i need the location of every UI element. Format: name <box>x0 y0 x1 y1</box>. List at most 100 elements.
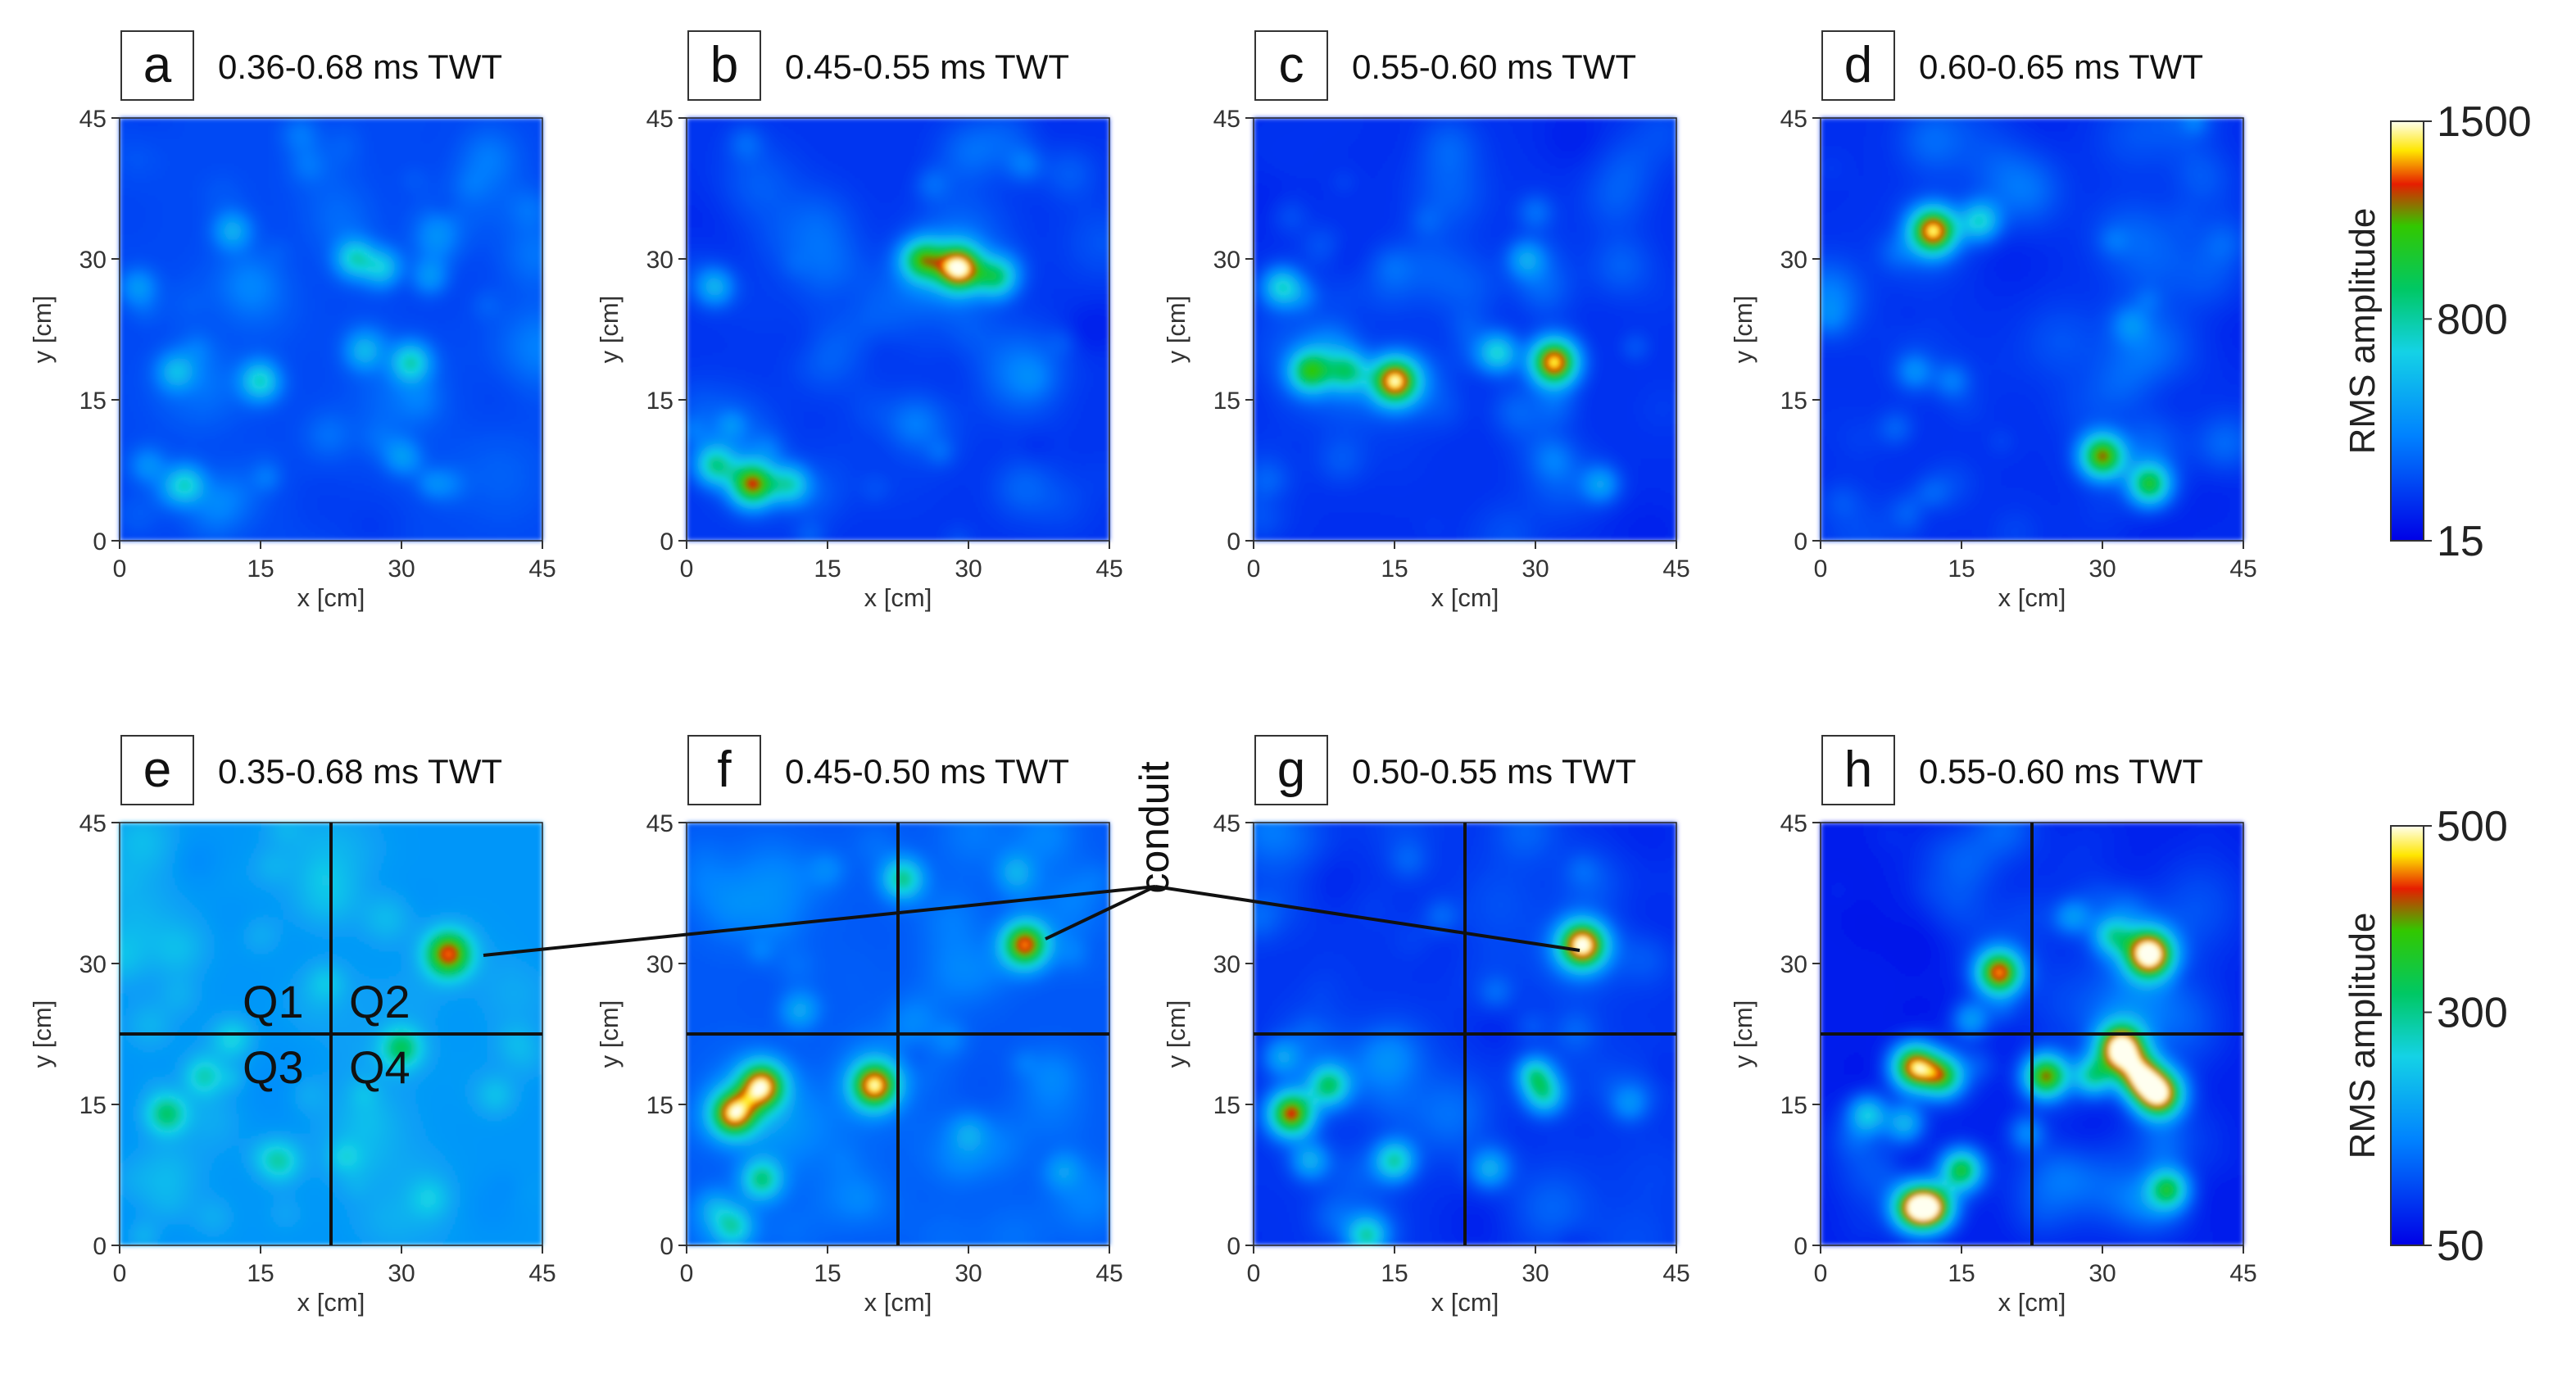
y-tick-label-b-15: 15 <box>646 388 673 415</box>
x-tick-label-g-0: 0 <box>1247 1260 1261 1287</box>
panel-c: 00 15 15 30 30 45 45 x [cm] y [cm] c 0.55-0.60 ms … <box>1162 30 1690 612</box>
conduit-leader-line-1 <box>483 885 1156 957</box>
panel-title-f: 0.45-0.50 ms TWT <box>785 752 1069 791</box>
x-tick-label-b-30: 30 <box>955 555 982 583</box>
colorbar-tick-label-2-500: 500 <box>2437 803 2508 850</box>
x-tick-label-e-30: 30 <box>388 1260 415 1287</box>
y-tick-label-d-30: 30 <box>1780 247 1807 274</box>
x-axis-label-c: x [cm] <box>1431 583 1499 612</box>
colorbar-tick-label-2-50: 50 <box>2437 1222 2484 1270</box>
y-axis-label-h: y [cm] <box>1729 1000 1757 1068</box>
x-tick-label-d-30: 30 <box>2088 555 2116 583</box>
panel-title-e: 0.35-0.68 ms TWT <box>218 752 502 791</box>
colorbar-tick-label-2-300: 300 <box>2437 990 2508 1037</box>
y-axis-label-a: y [cm] <box>28 296 57 364</box>
x-tick-label-a-0: 0 <box>113 555 127 583</box>
x-tick-label-e-15: 15 <box>247 1260 274 1287</box>
x-axis-label-d: x [cm] <box>1998 583 2066 612</box>
y-tick-label-g-30: 30 <box>1213 951 1240 978</box>
x-tick-label-e-45: 45 <box>528 1260 556 1287</box>
colorbar-1: 1500 800 15 RMS amplitude <box>2342 98 2532 565</box>
y-tick-label-d-45: 45 <box>1780 106 1807 133</box>
x-tick-label-a-15: 15 <box>247 555 274 583</box>
x-axis-label-g: x [cm] <box>1431 1288 1499 1317</box>
panel-letter-box-b <box>687 30 761 101</box>
x-tick-label-d-0: 0 <box>1814 555 1828 583</box>
x-tick-label-g-30: 30 <box>1522 1260 1549 1287</box>
x-tick-label-h-30: 30 <box>2088 1260 2116 1287</box>
panel-g: 00 15 15 30 30 45 45 x [cm] y [cm] g 0.50-0.55 ms … <box>1162 735 1690 1317</box>
panel-f: 00 15 15 30 30 45 45 x [cm] y [cm] f 0.45-0.50 ms … <box>595 735 1123 1317</box>
x-tick-label-b-45: 45 <box>1095 555 1122 583</box>
panel-e: 00 15 15 30 30 45 45 x [cm] y [cm] e 0.35-0.68 ms … <box>28 735 556 1317</box>
colorbar-tick-label-1-800: 800 <box>2437 296 2508 343</box>
x-axis-label-h: x [cm] <box>1998 1288 2066 1317</box>
y-tick-label-f-15: 15 <box>646 1092 673 1119</box>
panel-letter-d: d <box>1844 37 1872 93</box>
plot-frame-d <box>1820 117 2244 542</box>
heatmap-image-a <box>120 118 542 541</box>
x-tick-label-b-0: 0 <box>680 555 694 583</box>
y-tick-label-g-0: 0 <box>1227 1233 1240 1260</box>
panel-title-d: 0.60-0.65 ms TWT <box>1919 48 2203 86</box>
plot-frame-c <box>1253 117 1677 542</box>
quadrant-label-q4: Q4 <box>349 1041 410 1093</box>
y-axis-label-d: y [cm] <box>1729 296 1757 364</box>
y-tick-label-f-0: 0 <box>660 1233 673 1260</box>
colorbar-gradient-1 <box>2390 120 2424 542</box>
y-tick-label-a-45: 45 <box>79 106 107 133</box>
panel-letter-h: h <box>1844 741 1872 798</box>
y-tick-label-e-15: 15 <box>79 1092 107 1119</box>
x-tick-label-h-15: 15 <box>1948 1260 1975 1287</box>
panel-letter-c: c <box>1279 37 1304 93</box>
y-axis-label-b: y [cm] <box>595 296 624 364</box>
y-tick-label-h-45: 45 <box>1780 810 1807 837</box>
panel-title-a: 0.36-0.68 ms TWT <box>218 48 502 86</box>
panel-letter-box-g <box>1254 735 1328 805</box>
y-tick-label-c-45: 45 <box>1213 106 1240 133</box>
conduit-leader-line-2 <box>1045 885 1156 941</box>
y-tick-label-g-45: 45 <box>1213 810 1240 837</box>
x-tick-label-b-15: 15 <box>814 555 841 583</box>
conduit-leader-line-3 <box>1154 885 1581 952</box>
y-tick-label-b-30: 30 <box>646 247 673 274</box>
quadrant-label-q1: Q1 <box>243 976 304 1027</box>
colorbar-gradient-2 <box>2390 825 2424 1246</box>
panel-title-c: 0.55-0.60 ms TWT <box>1352 48 1636 86</box>
y-tick-label-d-15: 15 <box>1780 388 1807 415</box>
heatmap-image-c <box>1254 118 1676 541</box>
y-tick-label-a-15: 15 <box>79 388 107 415</box>
x-axis-label-e: x [cm] <box>297 1288 365 1317</box>
y-axis-label-e: y [cm] <box>28 1000 57 1068</box>
x-axis-label-a: x [cm] <box>297 583 365 612</box>
x-tick-label-f-0: 0 <box>680 1260 694 1287</box>
y-tick-label-g-15: 15 <box>1213 1092 1240 1119</box>
y-tick-label-c-0: 0 <box>1227 528 1240 555</box>
quadrant-label-q3: Q3 <box>243 1041 304 1093</box>
colorbar-tick-label-1-1500: 1500 <box>2437 98 2532 146</box>
y-tick-label-d-0: 0 <box>1794 528 1807 555</box>
x-tick-label-a-45: 45 <box>528 555 556 583</box>
y-tick-label-f-45: 45 <box>646 810 673 837</box>
x-tick-label-f-15: 15 <box>814 1260 841 1287</box>
panel-letter-f: f <box>717 741 732 798</box>
x-tick-label-h-0: 0 <box>1814 1260 1828 1287</box>
panel-letter-e: e <box>143 741 171 798</box>
colorbar-label-1: RMS amplitude <box>2342 208 2383 455</box>
colorbar-tick-label-1-15: 15 <box>2437 518 2484 565</box>
colorbar-2: 500 300 50 RMS amplitude <box>2342 803 2508 1270</box>
x-tick-label-g-45: 45 <box>1662 1260 1689 1287</box>
x-tick-label-c-15: 15 <box>1381 555 1408 583</box>
panel-title-b: 0.45-0.55 ms TWT <box>785 48 1069 86</box>
y-tick-label-e-0: 0 <box>93 1233 107 1260</box>
y-tick-label-h-0: 0 <box>1794 1233 1807 1260</box>
x-tick-label-c-0: 0 <box>1247 555 1261 583</box>
y-tick-label-h-15: 15 <box>1780 1092 1807 1119</box>
panel-letter-g: g <box>1277 741 1305 798</box>
y-tick-label-e-45: 45 <box>79 810 107 837</box>
x-tick-label-f-30: 30 <box>955 1260 982 1287</box>
plot-frame-a <box>119 117 543 542</box>
y-tick-label-b-0: 0 <box>660 528 673 555</box>
conduit-label: conduit <box>1132 761 1177 893</box>
